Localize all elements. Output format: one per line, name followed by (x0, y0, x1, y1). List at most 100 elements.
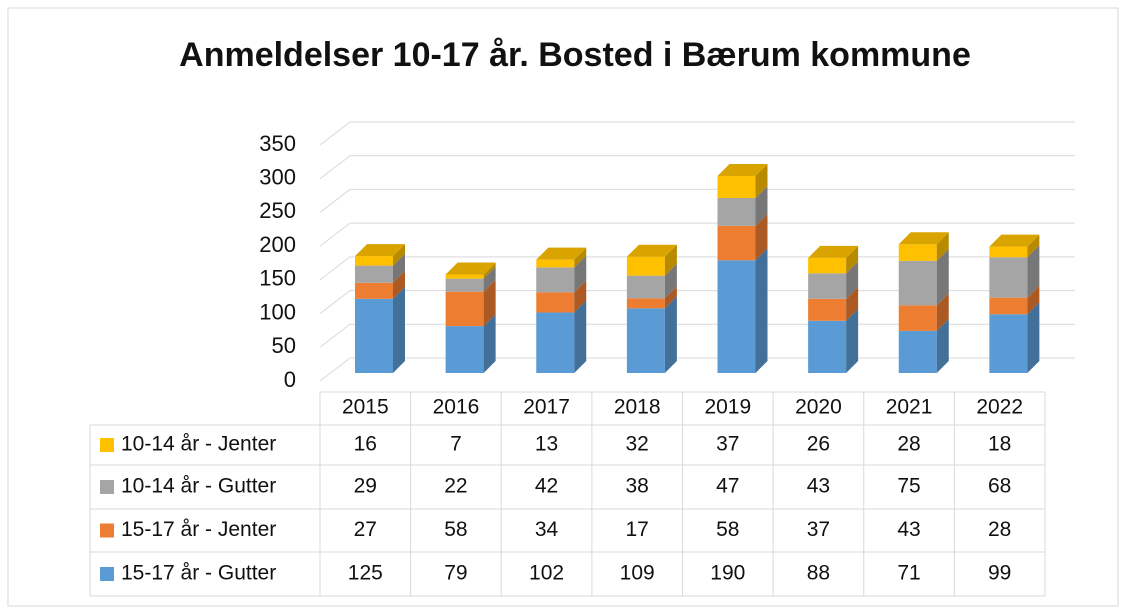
bar-top (536, 247, 587, 260)
bar (355, 265, 393, 283)
bar (808, 273, 847, 299)
table-value: 47 (716, 475, 739, 498)
table-value: 13 (535, 433, 558, 456)
bar-side (1027, 245, 1040, 298)
legend-key (100, 523, 114, 538)
table-value: 88 (807, 562, 830, 585)
x-tick-label: 2020 (795, 396, 842, 419)
x-tick-label: 2015 (342, 396, 389, 419)
bar-side (393, 270, 405, 299)
bar-side (483, 314, 496, 373)
table-value: 29 (354, 475, 377, 498)
bar (989, 246, 1028, 258)
table-value: 38 (626, 475, 649, 498)
bar-side (574, 300, 587, 373)
table-value: 71 (897, 562, 920, 585)
bar-side (664, 286, 677, 309)
legend-label: 10-14 år - Gutter (121, 475, 276, 498)
bar-side (393, 286, 405, 373)
bar-side (664, 296, 677, 373)
bar (626, 256, 665, 276)
bar-top (626, 244, 677, 257)
bar-top (717, 164, 768, 176)
bar-top (808, 245, 859, 258)
table-value: 125 (348, 562, 383, 585)
bar-side (393, 244, 405, 266)
bar (445, 291, 484, 327)
chart-title: Anmeldelser 10-17 år. Bosted i Bærum kom… (179, 36, 971, 74)
bar (626, 275, 665, 299)
table-value: 17 (626, 518, 649, 541)
x-tick-label: 2022 (976, 396, 1023, 419)
bar (717, 225, 756, 261)
bar-side (1027, 234, 1040, 258)
legend-key (100, 480, 114, 494)
bar (536, 312, 575, 373)
x-tick-label: 2019 (704, 396, 751, 419)
table-value: 37 (716, 433, 739, 456)
table-value: 42 (535, 475, 558, 498)
bar (989, 314, 1028, 373)
x-tick-label: 2021 (886, 396, 933, 419)
bar (808, 257, 847, 274)
table-value: 37 (807, 518, 830, 541)
table-value: 28 (897, 433, 920, 456)
grid-line (319, 222, 1075, 247)
legend-key (100, 567, 114, 581)
bar-top (989, 234, 1040, 247)
y-tick-label: 100 (259, 299, 296, 324)
bar (445, 274, 484, 279)
bar-side (1027, 302, 1040, 373)
bar-side (483, 266, 496, 292)
bar-side (574, 280, 587, 313)
bar-side (936, 318, 949, 373)
table-value: 109 (620, 562, 655, 585)
y-tick-label: 200 (259, 232, 296, 257)
bar (536, 259, 575, 268)
table-value: 58 (444, 518, 467, 541)
table-value: 18 (988, 433, 1011, 456)
bar-side (755, 248, 768, 373)
grid-line (319, 155, 1075, 180)
bar-top (445, 262, 496, 275)
table-value: 27 (354, 518, 377, 541)
x-tick-label: 2016 (433, 396, 480, 419)
bar (355, 256, 393, 266)
legend-label: 15-17 år - Jenter (121, 518, 276, 541)
y-tick-label: 250 (259, 198, 296, 223)
bar-side (483, 279, 496, 327)
bar (717, 260, 756, 373)
bar (536, 292, 575, 313)
legend-label: 15-17 år - Gutter (121, 562, 276, 585)
bar-side (755, 213, 768, 261)
bar (717, 176, 756, 198)
bar (626, 308, 665, 373)
bar-side (846, 308, 859, 373)
bar (898, 305, 937, 331)
bar-side (846, 261, 859, 299)
bar-side (846, 245, 859, 274)
bar-side (483, 262, 496, 279)
bar (898, 244, 937, 261)
table-value: 190 (710, 562, 745, 585)
table-value: 43 (897, 518, 920, 541)
bar-side (393, 253, 405, 283)
y-tick-label: 50 (272, 333, 296, 358)
bar (808, 298, 847, 321)
bar (355, 298, 393, 373)
table-value: 102 (529, 562, 564, 585)
table-value: 7 (450, 433, 462, 456)
legend-key (100, 438, 114, 452)
bar-side (664, 244, 677, 276)
grid-line (319, 121, 1075, 146)
table-value: 68 (988, 475, 1011, 498)
bar (989, 257, 1028, 298)
bar-side (755, 185, 768, 226)
table-value: 16 (354, 433, 377, 456)
table-value: 43 (807, 475, 830, 498)
table-value: 26 (807, 433, 830, 456)
bar-side (936, 293, 949, 331)
bar (445, 326, 484, 373)
table-value: 34 (535, 518, 559, 541)
bar (989, 297, 1028, 315)
